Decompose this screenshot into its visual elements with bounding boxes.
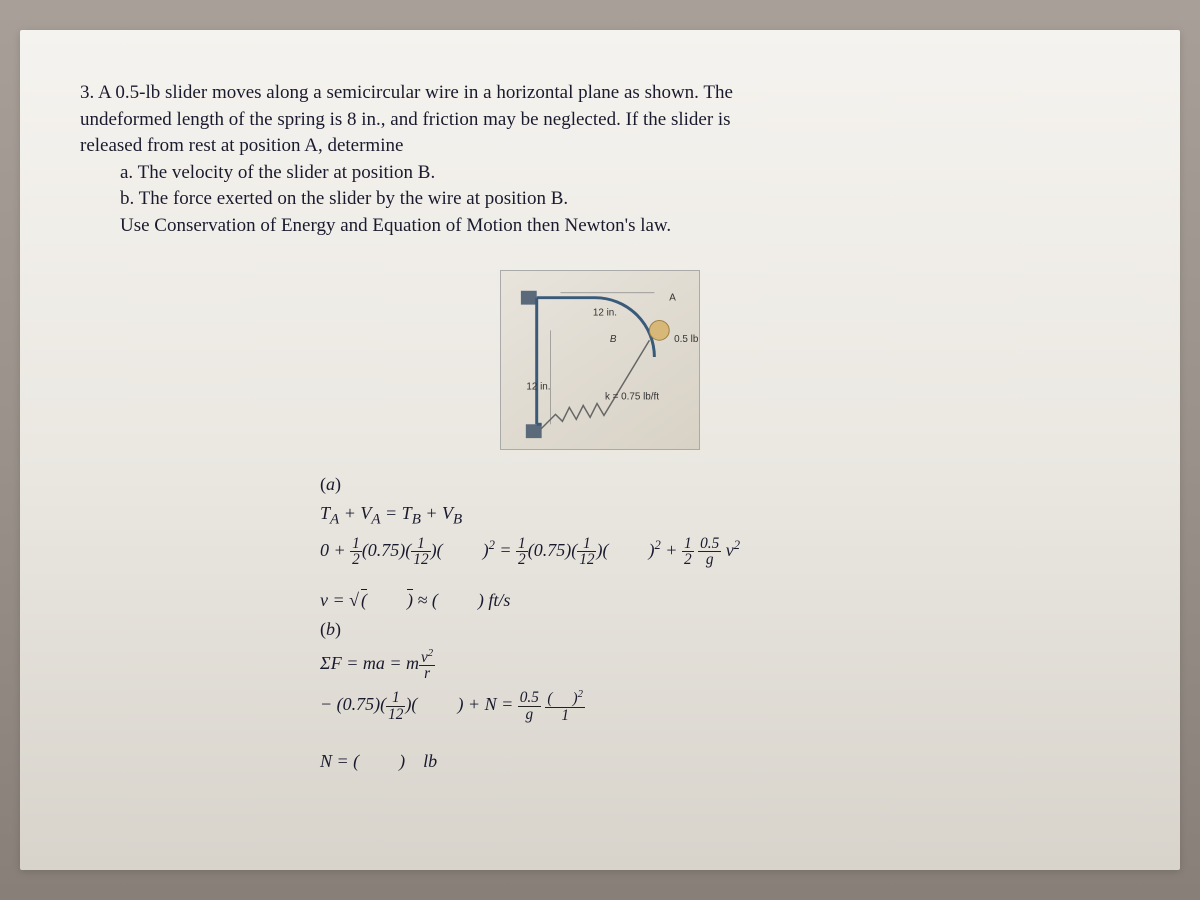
newton-eq-numeric: − (0.75)(112)() + N = 0.5g ()21 [320, 689, 1120, 723]
spring-const-label: k = 0.75 lb/ft [605, 391, 659, 402]
energy-eq-symbolic: TA + VA = TB + VB [320, 503, 1120, 529]
problem-number: 3. [80, 82, 94, 103]
statement-line: 3. A 0.5-lb slider moves along a semicir… [80, 80, 1120, 107]
normal-force-result: N = () lb [320, 751, 1120, 772]
page: 3. A 0.5-lb slider moves along a semicir… [20, 30, 1180, 870]
bracket-left [521, 290, 537, 304]
velocity-result: v = √() ≈ () ft/s [320, 590, 1120, 611]
point-b-label: B [610, 334, 617, 345]
point-a-label: A [669, 292, 676, 303]
problem-diagram: 12 in. 12 in. A 0.5 lb B k = 0.75 lb/ft [500, 270, 700, 450]
section-a-label: (a) [320, 474, 1120, 495]
slider-icon [649, 320, 669, 340]
dim-side-label: 12 in. [526, 381, 550, 392]
section-b-label: (b) [320, 619, 1120, 640]
part-a: a. The velocity of the slider at positio… [80, 160, 1120, 187]
weight-label: 0.5 lb [674, 334, 699, 345]
energy-eq-numeric: 0 + 12(0.75)(112)()2 = 12(0.75)(112)()2 … [320, 536, 1120, 568]
solution-work: (a) TA + VA = TB + VB 0 + 12(0.75)(112)(… [320, 474, 1120, 773]
part-b: b. The force exerted on the slider by th… [80, 186, 1120, 213]
statement-2: undeformed length of the spring is 8 in.… [80, 107, 1120, 134]
diagram-container: 12 in. 12 in. A 0.5 lb B k = 0.75 lb/ft [80, 270, 1120, 454]
statement-3: released from rest at position A, determ… [80, 133, 1120, 160]
bracket-bottom [526, 424, 542, 438]
instruction: Use Conservation of Energy and Equation … [80, 213, 1120, 240]
spring-icon [541, 340, 650, 429]
dim-top-label: 12 in. [593, 307, 617, 318]
statement-1: A 0.5-lb slider moves along a semicircul… [98, 82, 733, 103]
problem-statement: 3. A 0.5-lb slider moves along a semicir… [80, 80, 1120, 240]
newton-eq-symbolic: ΣF = ma = mv2r [320, 648, 1120, 682]
